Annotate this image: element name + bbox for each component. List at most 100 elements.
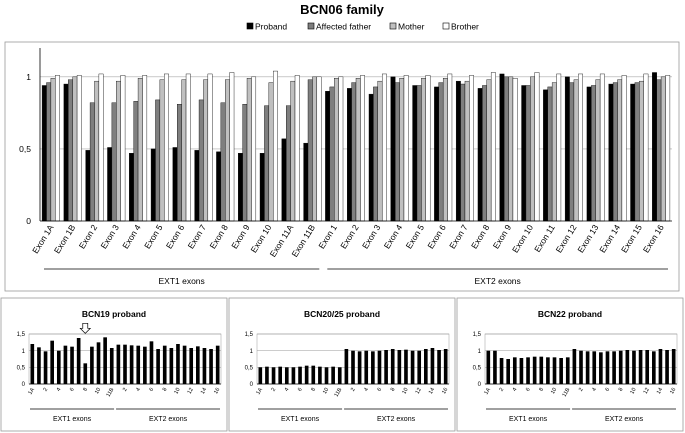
bar-brother bbox=[120, 75, 126, 222]
y-tick-label: 0 bbox=[478, 382, 482, 388]
bar-mother bbox=[203, 79, 209, 222]
bar bbox=[493, 350, 497, 384]
bar bbox=[417, 350, 422, 384]
bar-brother bbox=[512, 78, 518, 222]
bar-proband bbox=[543, 89, 548, 222]
x-tick-label: 10 bbox=[94, 387, 102, 395]
group-label: EXT1 exons bbox=[281, 416, 320, 423]
bar-brother bbox=[534, 72, 540, 222]
bar-brother bbox=[599, 73, 605, 222]
x-tick-label: 8 bbox=[538, 387, 545, 393]
x-tick-label: Exon 8 bbox=[469, 223, 492, 251]
bar bbox=[592, 351, 597, 384]
bar bbox=[63, 345, 68, 384]
bar-proband bbox=[129, 153, 134, 222]
bar-brother bbox=[76, 75, 82, 222]
bar-proband bbox=[150, 148, 156, 222]
bar-proband bbox=[608, 83, 614, 222]
bar-mother bbox=[399, 78, 405, 222]
x-tick-label: 10 bbox=[173, 387, 181, 395]
bar-brother bbox=[425, 75, 431, 222]
bar bbox=[539, 356, 544, 384]
bar bbox=[512, 357, 517, 384]
bar bbox=[278, 366, 282, 384]
main-chart: BCN06 family Proband Affected father Mothe… bbox=[4, 2, 680, 292]
bcn2025-panel: BCN20/25 proband 00,511,51A 2 4 6 8 10 11B 2 4 6 8… bbox=[228, 297, 456, 432]
bar bbox=[202, 348, 207, 384]
bar bbox=[384, 350, 388, 384]
x-tick-label: 16 bbox=[441, 387, 449, 395]
bar-mother bbox=[94, 80, 100, 222]
x-tick-label: 2 bbox=[578, 387, 585, 393]
main-chart-title: BCN06 family bbox=[300, 2, 385, 17]
bar bbox=[30, 344, 35, 384]
bar-mother bbox=[442, 78, 448, 222]
x-tick-label: 10 bbox=[550, 387, 558, 395]
x-tick-label: Exon 6 bbox=[164, 223, 187, 251]
group-label: EXT2 exons bbox=[149, 416, 188, 423]
bar-mother bbox=[225, 79, 230, 222]
x-tick-label: 4 bbox=[512, 387, 519, 393]
bar-brother bbox=[98, 73, 104, 222]
bar bbox=[532, 356, 537, 384]
x-tick-label: Exon 5 bbox=[142, 223, 165, 251]
bar bbox=[56, 350, 61, 384]
bar-affected-father bbox=[591, 85, 596, 222]
main-plot-frame bbox=[4, 41, 680, 292]
bar-affected-father bbox=[351, 82, 357, 222]
bar-affected-father bbox=[155, 99, 161, 222]
y-tick-label: 0 bbox=[250, 382, 254, 388]
y-tick-label: 0,5 bbox=[245, 366, 254, 372]
bcn2025-title: BCN20/25 proband bbox=[304, 309, 380, 319]
x-tick-label: Exon 1B bbox=[52, 222, 78, 255]
legend-label-2: Mother bbox=[398, 22, 425, 32]
bar bbox=[371, 351, 375, 384]
bar bbox=[76, 338, 81, 384]
bar-affected-father bbox=[198, 99, 204, 222]
bar-mother bbox=[355, 78, 361, 222]
bar-brother bbox=[665, 75, 671, 222]
bar-proband bbox=[412, 85, 418, 222]
bar bbox=[351, 350, 355, 384]
bar-affected-father bbox=[503, 76, 509, 222]
bar-mother bbox=[181, 79, 187, 222]
x-tick-label: 16 bbox=[669, 387, 677, 395]
bar bbox=[318, 366, 322, 384]
bar-proband bbox=[477, 88, 483, 222]
bar-brother bbox=[185, 73, 191, 222]
bar bbox=[189, 348, 194, 384]
bar bbox=[599, 352, 603, 384]
bar-brother bbox=[251, 76, 257, 222]
bar-proband bbox=[630, 83, 636, 222]
x-tick-label: 4 bbox=[591, 387, 598, 393]
bar bbox=[265, 366, 269, 384]
x-tick-label: Exon 1 bbox=[316, 223, 339, 251]
bar-brother bbox=[403, 75, 409, 222]
bar-proband bbox=[41, 85, 47, 222]
bar bbox=[605, 351, 610, 384]
group-label: EXT2 exons bbox=[474, 276, 520, 286]
bar-affected-father bbox=[525, 85, 531, 222]
bcn19-panel-frame bbox=[0, 297, 228, 432]
x-tick-label: 1A bbox=[27, 387, 36, 396]
x-tick-label: Exon 4 bbox=[120, 223, 143, 251]
bar bbox=[176, 344, 180, 384]
x-tick-label: 4 bbox=[363, 387, 370, 393]
bar-proband bbox=[586, 86, 592, 222]
y-tick-label: 1 bbox=[478, 349, 482, 355]
bar bbox=[337, 367, 342, 384]
bar-proband bbox=[238, 153, 243, 222]
bcn22-panel: BCN22 proband 00,511,51A 2 4 6 8 10 11B 2 4 6 8 10 1… bbox=[456, 297, 684, 432]
bar-mother bbox=[137, 78, 143, 222]
bcn19-panel: BCN19 proband 00,511,51A 2 4 6 8 10 11B 2 4 6 8 10 1… bbox=[0, 297, 228, 432]
bar bbox=[430, 348, 435, 384]
bar-proband bbox=[325, 91, 331, 222]
bar-brother bbox=[643, 73, 649, 222]
bar bbox=[50, 340, 54, 384]
y-tick-label: 0,5 bbox=[17, 366, 26, 372]
x-tick-label: Exon 9 bbox=[229, 223, 252, 251]
main-legend: Proband Affected father Mother Brother bbox=[246, 22, 479, 32]
x-tick-label: Exon 7 bbox=[447, 223, 470, 251]
x-tick-label: Exon 3 bbox=[98, 223, 121, 251]
bar-brother bbox=[294, 75, 300, 222]
